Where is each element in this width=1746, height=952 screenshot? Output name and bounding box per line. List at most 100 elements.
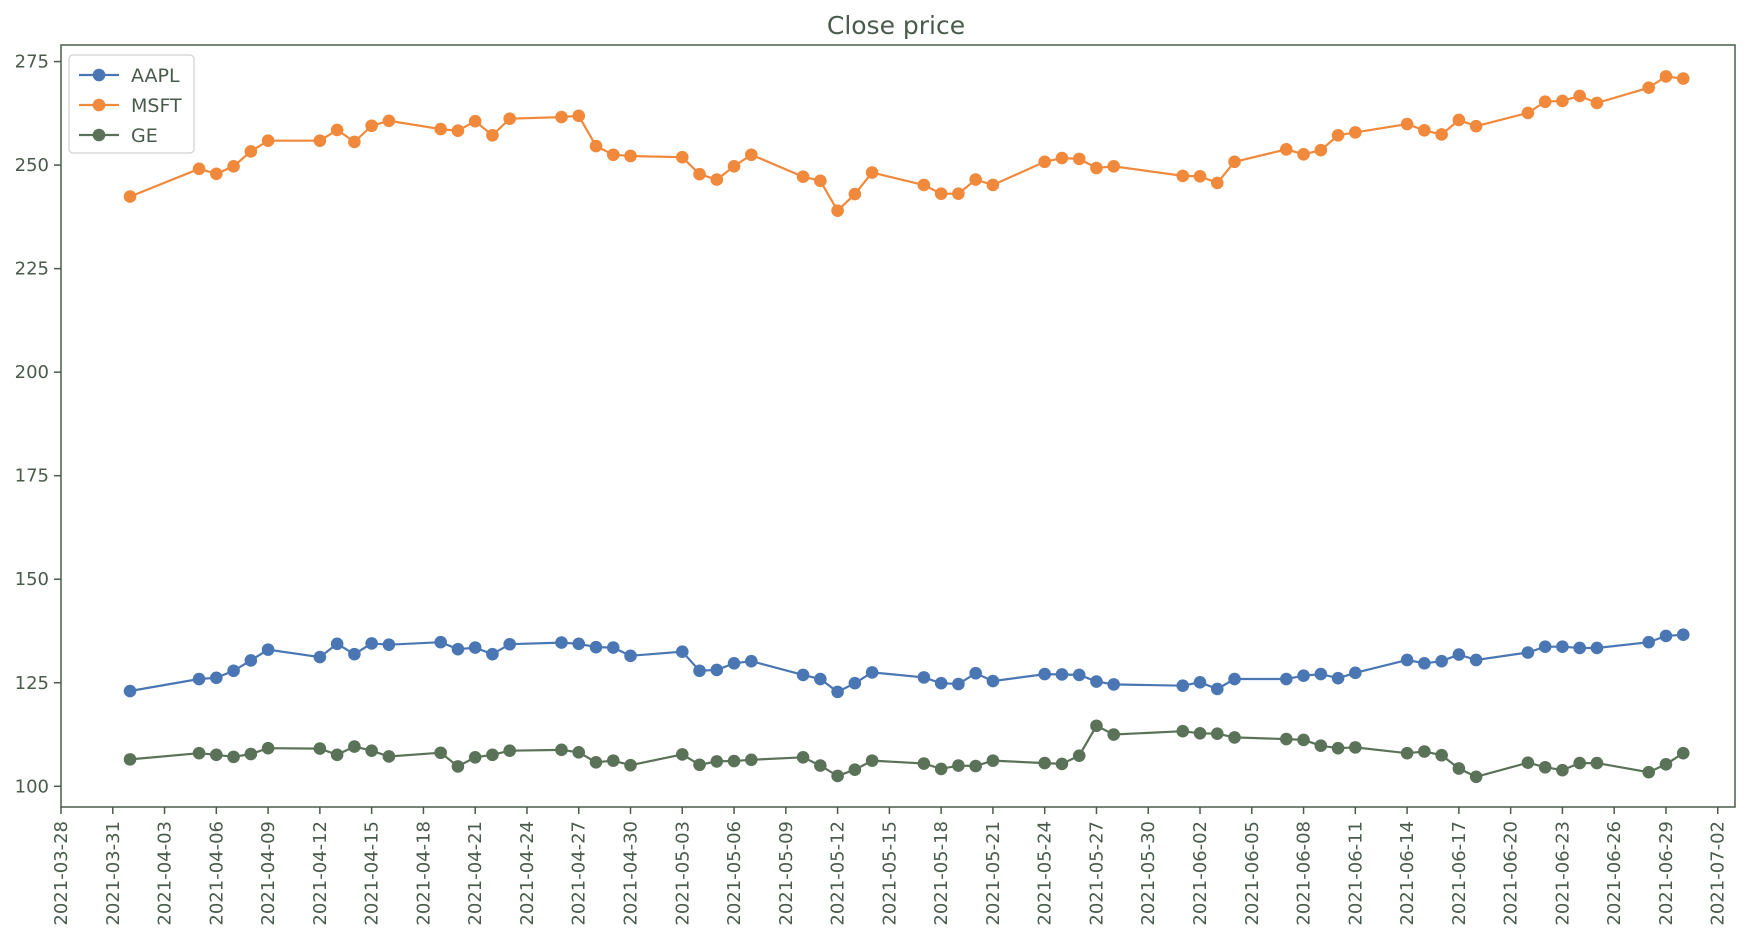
data-point-msft — [917, 178, 931, 192]
x-tick-label: 2021-05-03 — [672, 821, 693, 926]
y-tick-label: 100 — [15, 776, 49, 797]
data-point-aapl — [710, 663, 724, 677]
x-tick-label: 2021-05-27 — [1086, 821, 1107, 926]
data-point-aapl — [1279, 672, 1293, 686]
data-point-ge — [606, 754, 620, 767]
data-point-aapl — [1090, 675, 1103, 688]
data-point-msft — [503, 112, 517, 126]
data-point-msft — [555, 110, 568, 124]
data-point-ge — [434, 746, 447, 760]
x-tick-label: 2021-04-27 — [569, 821, 590, 926]
data-point-aapl — [1556, 640, 1569, 654]
x-tick-label: 2021-04-09 — [258, 821, 279, 926]
data-point-msft — [468, 114, 482, 128]
series-msft — [123, 70, 1690, 217]
data-point-msft — [434, 122, 447, 136]
data-point-msft — [1435, 128, 1448, 141]
data-point-ge — [1176, 724, 1190, 738]
data-point-msft — [1210, 176, 1224, 190]
data-point-ge — [227, 750, 240, 764]
data-point-ge — [244, 747, 258, 761]
y-tick-label: 125 — [15, 673, 49, 694]
data-point-msft — [1400, 117, 1414, 131]
data-point-aapl — [796, 668, 810, 682]
data-point-ge — [503, 744, 517, 757]
series-layer — [123, 70, 1690, 784]
data-point-msft — [330, 123, 344, 137]
data-point-ge — [1349, 741, 1362, 754]
data-point-ge — [589, 755, 603, 769]
data-point-ge — [675, 748, 689, 761]
data-point-ge — [210, 748, 223, 762]
data-point-ge — [865, 754, 879, 767]
data-point-msft — [1659, 70, 1673, 83]
data-point-aapl — [330, 637, 344, 651]
data-point-aapl — [952, 677, 965, 691]
data-point-aapl — [1314, 667, 1328, 681]
data-point-ge — [1090, 719, 1103, 733]
data-point-ge — [624, 758, 637, 772]
data-point-ge — [572, 746, 586, 759]
data-point-ge — [192, 746, 206, 760]
x-axis: 2021-03-28 2021-03-31 2021-04-03 2021-04-06… — [51, 807, 1729, 926]
data-point-ge — [1435, 748, 1448, 762]
data-point-msft — [1418, 124, 1431, 137]
series-ge — [123, 719, 1690, 784]
data-point-msft — [451, 124, 465, 138]
x-tick-label: 2021-05-09 — [776, 821, 797, 926]
y-tick-label: 200 — [15, 362, 49, 383]
x-tick-label: 2021-05-18 — [931, 821, 952, 926]
y-tick-label: 250 — [15, 155, 49, 176]
data-point-msft — [814, 174, 827, 188]
data-point-aapl — [1642, 635, 1656, 649]
y-tick-label: 225 — [15, 259, 49, 280]
data-point-aapl — [227, 664, 240, 678]
data-point-ge — [1418, 745, 1431, 758]
x-tick-label: 2021-06-26 — [1604, 821, 1625, 926]
data-point-ge — [1210, 727, 1224, 740]
x-tick-label: 2021-06-23 — [1552, 821, 1573, 926]
data-point-msft — [1176, 169, 1190, 183]
data-point-ge — [969, 759, 982, 773]
data-point-aapl — [693, 664, 706, 678]
data-point-aapl — [1331, 671, 1345, 685]
data-point-aapl — [917, 671, 931, 684]
data-point-ge — [1297, 733, 1310, 747]
data-point-msft — [952, 187, 965, 200]
data-point-msft — [1676, 72, 1690, 85]
data-point-aapl — [261, 643, 275, 656]
data-point-aapl — [123, 684, 137, 698]
data-point-msft — [244, 145, 258, 158]
data-point-msft — [1331, 128, 1345, 142]
x-tick-label: 2021-06-29 — [1656, 821, 1677, 926]
x-tick-label: 2021-04-21 — [465, 821, 486, 926]
data-point-ge — [1228, 731, 1241, 744]
x-tick-label: 2021-05-24 — [1035, 821, 1056, 926]
data-point-aapl — [451, 642, 465, 656]
data-point-aapl — [814, 672, 827, 686]
data-point-ge — [1590, 756, 1604, 770]
data-point-ge — [1314, 739, 1328, 753]
data-point-ge — [1038, 756, 1051, 770]
data-point-aapl — [503, 637, 517, 651]
data-point-msft — [969, 173, 982, 186]
x-tick-label: 2021-06-11 — [1345, 821, 1366, 926]
data-point-aapl — [934, 676, 948, 690]
y-tick-label: 275 — [15, 52, 49, 73]
data-point-msft — [1297, 148, 1310, 161]
data-point-msft — [745, 148, 758, 162]
x-tick-label: 2021-04-12 — [310, 821, 331, 926]
x-tick-label: 2021-03-31 — [103, 821, 124, 926]
data-point-ge — [727, 754, 741, 768]
data-point-msft — [1314, 143, 1328, 157]
x-tick-label: 2021-04-18 — [413, 821, 434, 926]
data-point-aapl — [1452, 648, 1466, 661]
data-point-aapl — [1469, 653, 1483, 667]
data-point-msft — [1107, 160, 1121, 173]
x-tick-label: 2021-06-05 — [1242, 821, 1263, 926]
series-line-aapl — [129, 633, 1684, 694]
data-point-msft — [710, 173, 724, 186]
data-point-aapl — [1676, 628, 1690, 642]
data-point-aapl — [1210, 682, 1224, 696]
data-point-msft — [1349, 126, 1362, 139]
